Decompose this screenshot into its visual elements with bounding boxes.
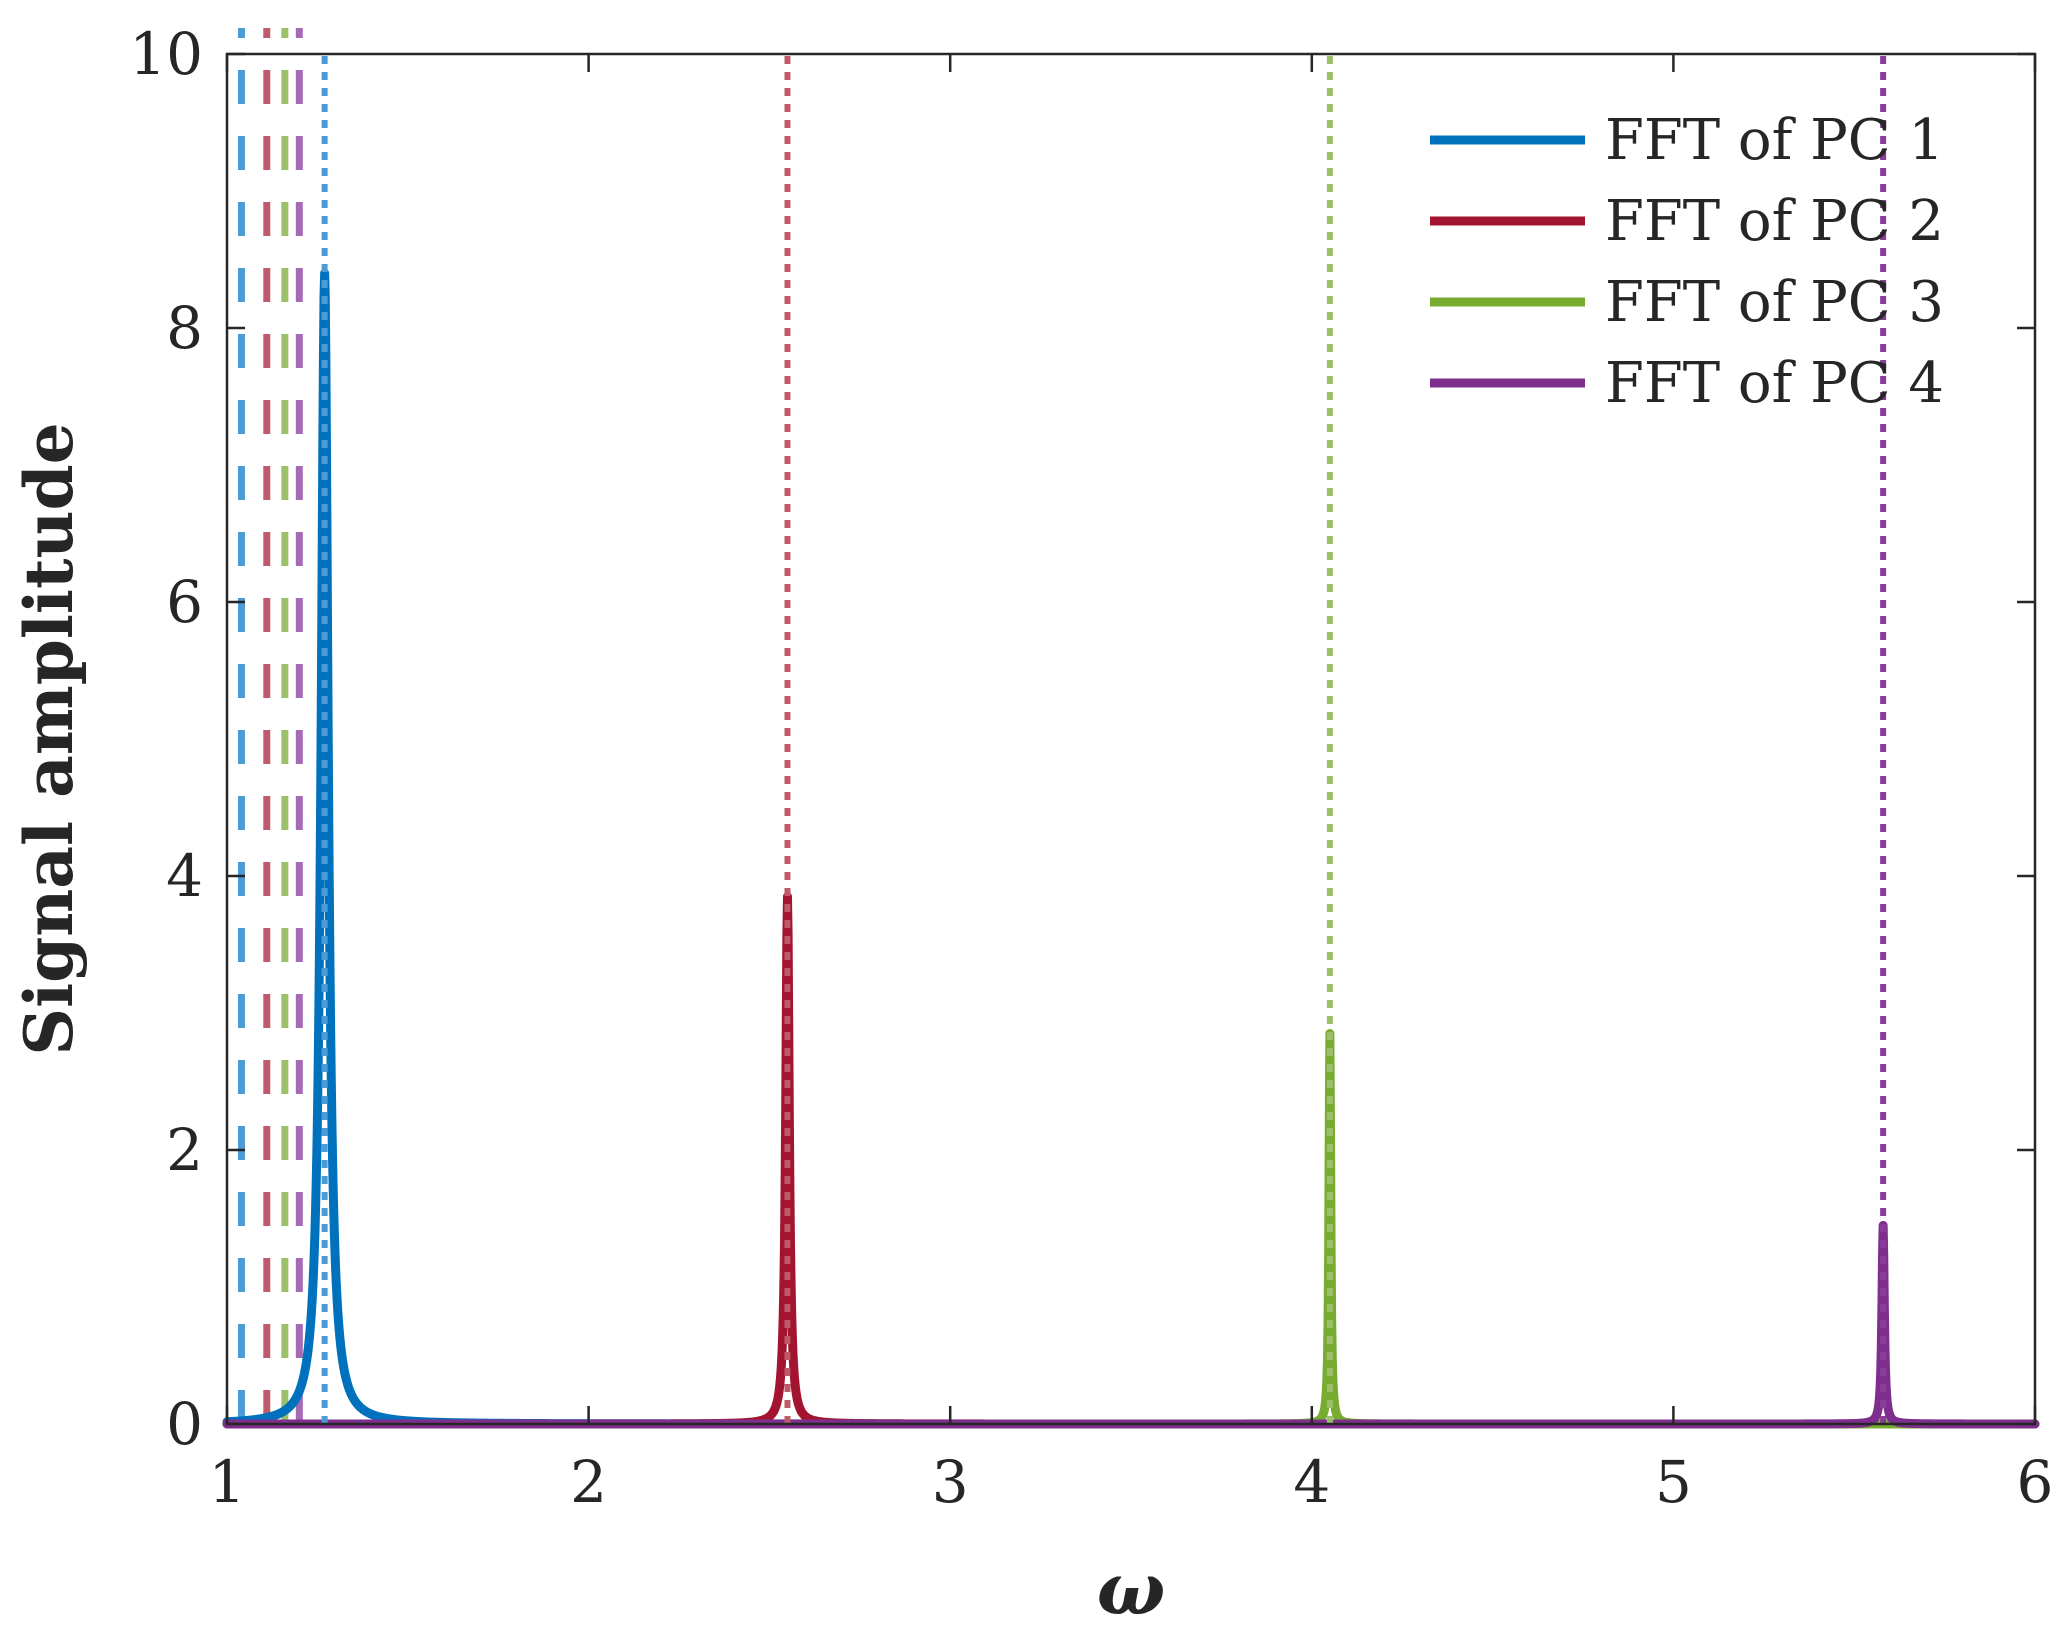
series-line-pc4	[222, 1220, 2040, 1429]
y-tick-label: 0	[166, 1390, 203, 1458]
x-tick-label: 4	[1293, 1448, 1330, 1516]
legend: FFT of PC 1 FFT of PC 2 FFT of PC 3 FFT of …	[1430, 108, 1944, 416]
series-line-pc2	[222, 892, 2040, 1429]
x-tick-label: 1	[209, 1448, 246, 1516]
y-axis-label: Signal amplitude	[10, 422, 88, 1055]
x-tick-label: 6	[2017, 1448, 2054, 1516]
y-tick-label: 8	[166, 294, 203, 362]
series-line-pc1	[222, 268, 2040, 1429]
series-line-pc3	[222, 1029, 2040, 1429]
y-tick-label: 6	[166, 568, 203, 636]
x-tick-label: 3	[932, 1448, 969, 1516]
legend-label-pc2: FFT of PC 2	[1605, 189, 1944, 254]
axes-frame	[225, 52, 2037, 1426]
x-axis-label: ω	[1097, 1546, 1166, 1631]
legend-label-pc1: FFT of PC 1	[1605, 108, 1944, 173]
y-tick-label: 10	[129, 20, 203, 88]
y-tick-label: 4	[166, 842, 203, 910]
axes-layer: 1 2 3 4 5 6 0 2 4 6 8 10 ω Signal amplitude	[10, 20, 2053, 1631]
legend-label-pc3: FFT of PC 3	[1605, 270, 1944, 335]
x-tick-label: 5	[1655, 1448, 1692, 1516]
y-tick-label: 2	[166, 1116, 203, 1184]
x-tick-label: 2	[570, 1448, 607, 1516]
legend-label-pc4: FFT of PC 4	[1605, 351, 1944, 416]
